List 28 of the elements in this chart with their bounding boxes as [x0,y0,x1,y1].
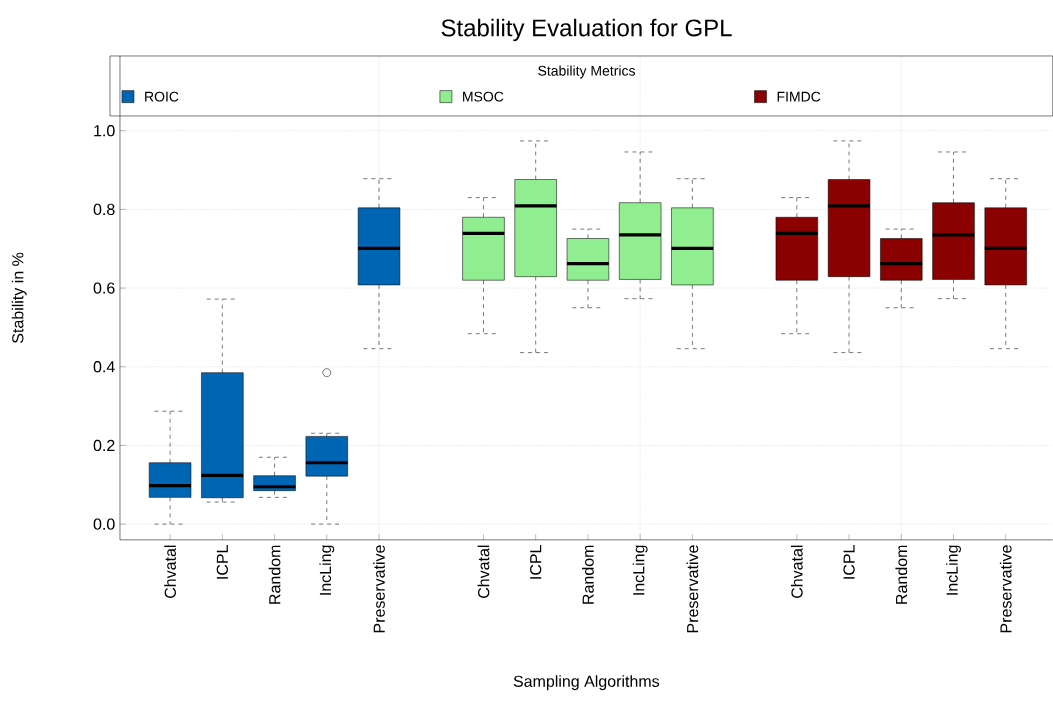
x-tick-label: ICPL [530,545,542,579]
x-tick-label: Chvatal [477,545,490,599]
y-tick-label: 0.4 [93,361,115,373]
legend-label: ROIC [145,91,179,102]
x-tick-label: Random [268,545,281,604]
y-tick-label: 1.0 [94,125,115,137]
y-tick-label: 0.6 [93,282,115,294]
chart-title: Stability Evaluation for GPL [441,18,732,42]
y-tick-label: 0.0 [93,518,115,530]
x-tick-label: Chvatal [790,545,803,599]
x-tick-label: ICPL [843,545,855,579]
x-tick-label: IncLing [946,545,961,595]
y-tick-label: 0.2 [93,439,115,452]
y-tick-label: 0.8 [93,203,115,216]
x-tick-label: Random [582,545,594,604]
x-tick-label: Preservative [686,545,699,633]
y-axis-title: Stability in % [11,252,27,344]
legend-title: Stability Metrics [538,65,635,79]
x-tick-label: ICPL [216,545,228,579]
legend-label: FIMDC [777,91,821,102]
x-tick-label: Preservative [373,545,385,633]
x-tick-label: IncLing [319,545,335,595]
x-axis-title: Sampling Algorithms [513,675,660,691]
x-tick-label: Random [895,545,908,604]
x-tick-label: Preservative [999,545,1012,633]
x-tick-label: Chvatal [164,545,176,599]
legend-label: MSOC [463,91,504,102]
x-tick-label: IncLing [632,545,648,595]
